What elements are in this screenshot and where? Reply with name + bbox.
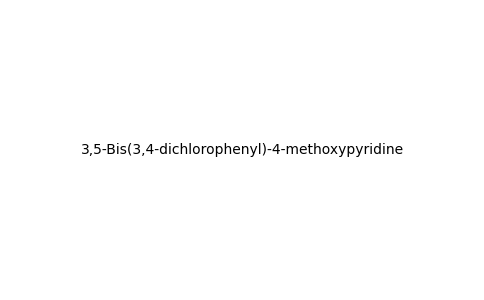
Text: 3,5-Bis(3,4-dichlorophenyl)-4-methoxypyridine: 3,5-Bis(3,4-dichlorophenyl)-4-methoxypyr…	[80, 143, 404, 157]
